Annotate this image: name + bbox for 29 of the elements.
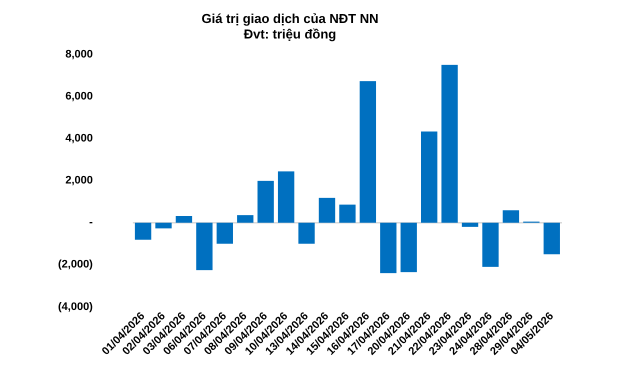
- bar: [258, 180, 274, 223]
- y-tick-label: 8,000: [65, 48, 93, 61]
- y-tick-label: -: [89, 216, 94, 229]
- bar: [360, 81, 376, 223]
- y-tick-label: (4,000): [58, 300, 94, 313]
- bar: [544, 222, 560, 254]
- chart-subtitle: Đvt: triệu đồng: [244, 26, 336, 42]
- bar: [339, 204, 356, 223]
- y-tick-label: 4,000: [65, 132, 93, 145]
- bar: [400, 222, 417, 272]
- bar: [482, 222, 499, 267]
- bar: [441, 64, 458, 223]
- bar: [278, 171, 294, 223]
- y-tick-label: (2,000): [58, 258, 94, 271]
- y-tick-label: 6,000: [65, 90, 93, 103]
- bar: [196, 222, 213, 270]
- bar: [380, 222, 396, 274]
- y-tick-label: 2,000: [65, 174, 93, 187]
- bar: [237, 215, 254, 223]
- bar: [462, 222, 478, 227]
- bar: [176, 216, 192, 223]
- bar: [155, 222, 172, 228]
- bar: [318, 198, 336, 223]
- bar: [134, 222, 152, 240]
- bar: [216, 222, 233, 244]
- chart-title: Giá trị giao dịch của NĐT NN: [202, 10, 378, 26]
- bar: [502, 210, 520, 223]
- bar: [420, 132, 438, 223]
- bar: [298, 222, 315, 244]
